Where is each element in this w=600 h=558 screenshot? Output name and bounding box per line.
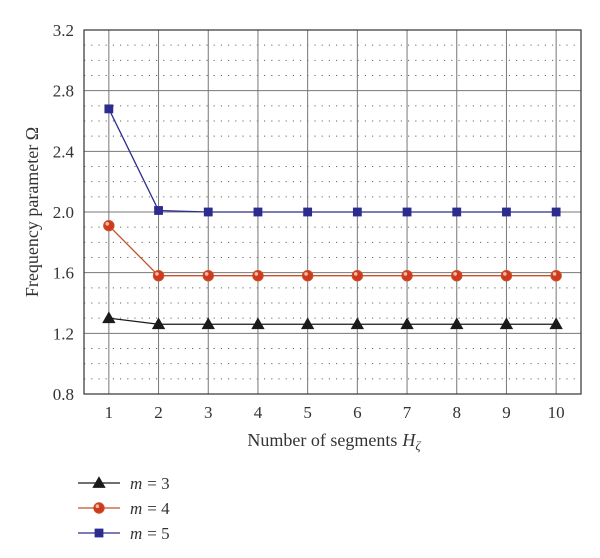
data-triangle-point [201,317,215,330]
x-axis-label: Number of segments Hζ [247,430,421,453]
data-circle-highlight [453,272,457,276]
data-triangle-point [350,317,365,330]
legend-label-var: m [130,499,142,518]
data-circle-highlight [503,272,507,276]
x-tick-label: 8 [453,403,462,422]
x-axis-label-text: Number of segments [247,430,397,450]
data-square-point [104,104,114,114]
legend-label: m = 4 [130,499,170,518]
y-tick-label: 1.2 [53,324,74,343]
y-axis-label: Frequency parameter Ω [22,127,42,297]
data-triangle-point [400,317,414,330]
x-tick-labels: 1 2 3 4 5 6 7 8 9 10 [105,403,565,422]
data-circle-point [252,270,264,282]
y-tick-label: 2.8 [53,82,74,101]
data-circle-highlight [155,272,159,276]
data-circle-highlight [254,272,259,276]
y-tick-label: 2.4 [53,142,75,161]
legend-circle-highlight [95,504,100,509]
data-triangle-point [102,311,116,324]
y-tick-label: 3.2 [53,21,74,40]
data-square-point [154,206,163,215]
legend-label-num: = 3 [147,474,169,493]
legend-item: m = 4 [78,499,170,518]
series-line [108,108,557,213]
plot-frame [83,29,582,395]
data-square-point [303,207,313,217]
legend-label: m = 5 [130,524,170,543]
data-square-point [551,207,561,217]
x-tick-label: 10 [548,403,565,422]
series-square [104,104,561,217]
data-circle-point [351,270,364,282]
legend-triangle-point [92,476,106,488]
x-tick-label: 2 [154,403,163,422]
x-axis-label-symbol: H [401,430,416,450]
series-line [108,225,557,277]
data-circle-highlight [403,272,408,276]
y-tick-labels: 0.8 1.2 1.6 2.0 2.4 2.8 3.2 [53,21,75,404]
legend-circle-point [93,502,105,514]
legend: m = 3 m = 4 m = 5 [78,474,170,543]
x-tick-label: 1 [105,403,114,422]
data-circle-point [152,270,165,282]
data-triangle-point [151,317,166,330]
data-triangle-point [450,317,464,330]
x-tick-label: 5 [303,403,312,422]
legend-square-point [94,528,104,538]
data-square-point [402,207,412,217]
data-circle-point [550,270,562,282]
y-tick-label: 2.0 [53,203,74,222]
series-line [108,317,557,325]
data-triangle-point [549,317,563,330]
data-circle-point [451,270,463,282]
data-square-point [452,207,462,217]
data-circle-point [500,270,513,282]
data-circle-point [202,270,214,282]
data-circle-point [301,270,314,282]
data-square-point [253,207,263,217]
data-triangle-point [300,317,315,330]
y-tick-label: 0.8 [53,385,74,404]
x-tick-label: 4 [254,403,263,422]
legend-label-num: = 5 [147,524,169,543]
y-tick-label: 1.6 [53,264,74,283]
x-tick-label: 6 [353,403,362,422]
data-square-point [352,207,362,217]
x-tick-label: 7 [403,403,412,422]
data-triangle-point [251,317,265,330]
data-circle-point [401,270,413,282]
x-tick-label: 9 [502,403,511,422]
data-circle-point [103,219,115,232]
legend-item: m = 5 [78,524,170,543]
series-layer [102,104,563,330]
legend-label: m = 3 [130,474,170,493]
data-circle-highlight [204,272,209,276]
series-triangle [102,311,563,330]
legend-label-num: = 4 [147,499,170,518]
data-square-point [203,207,213,217]
data-triangle-point [499,317,514,330]
data-square-point [502,207,511,217]
legend-label-var: m [130,524,142,543]
x-axis-label-subscript: ζ [415,438,421,453]
data-circle-highlight [552,272,557,276]
legend-item: m = 3 [78,474,170,493]
series-circle [103,219,562,282]
x-tick-label: 3 [204,403,213,422]
legend-label-var: m [130,474,142,493]
data-circle-highlight [304,272,308,276]
data-circle-highlight [353,272,358,276]
data-circle-highlight [105,222,110,226]
